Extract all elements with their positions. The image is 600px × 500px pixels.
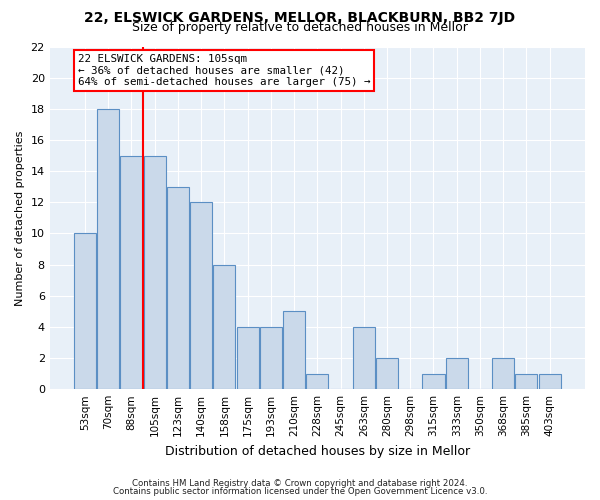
Bar: [97, 109, 119, 389]
Bar: [214, 264, 235, 389]
Bar: [236, 327, 259, 389]
Text: Size of property relative to detached houses in Mellor: Size of property relative to detached ho…: [132, 21, 468, 34]
Bar: [515, 374, 538, 389]
Text: 22, ELSWICK GARDENS, MELLOR, BLACKBURN, BB2 7JD: 22, ELSWICK GARDENS, MELLOR, BLACKBURN, …: [85, 11, 515, 25]
Bar: [167, 186, 189, 389]
Bar: [143, 156, 166, 389]
Bar: [353, 327, 375, 389]
Bar: [376, 358, 398, 389]
Bar: [283, 312, 305, 389]
X-axis label: Distribution of detached houses by size in Mellor: Distribution of detached houses by size …: [165, 444, 470, 458]
Bar: [446, 358, 468, 389]
Bar: [190, 202, 212, 389]
Bar: [492, 358, 514, 389]
Bar: [306, 374, 328, 389]
Text: 22 ELSWICK GARDENS: 105sqm
← 36% of detached houses are smaller (42)
64% of semi: 22 ELSWICK GARDENS: 105sqm ← 36% of deta…: [78, 54, 371, 88]
Y-axis label: Number of detached properties: Number of detached properties: [15, 130, 25, 306]
Text: Contains HM Land Registry data © Crown copyright and database right 2024.: Contains HM Land Registry data © Crown c…: [132, 478, 468, 488]
Text: Contains public sector information licensed under the Open Government Licence v3: Contains public sector information licen…: [113, 487, 487, 496]
Bar: [121, 156, 143, 389]
Bar: [260, 327, 282, 389]
Bar: [74, 234, 96, 389]
Bar: [539, 374, 560, 389]
Bar: [422, 374, 445, 389]
